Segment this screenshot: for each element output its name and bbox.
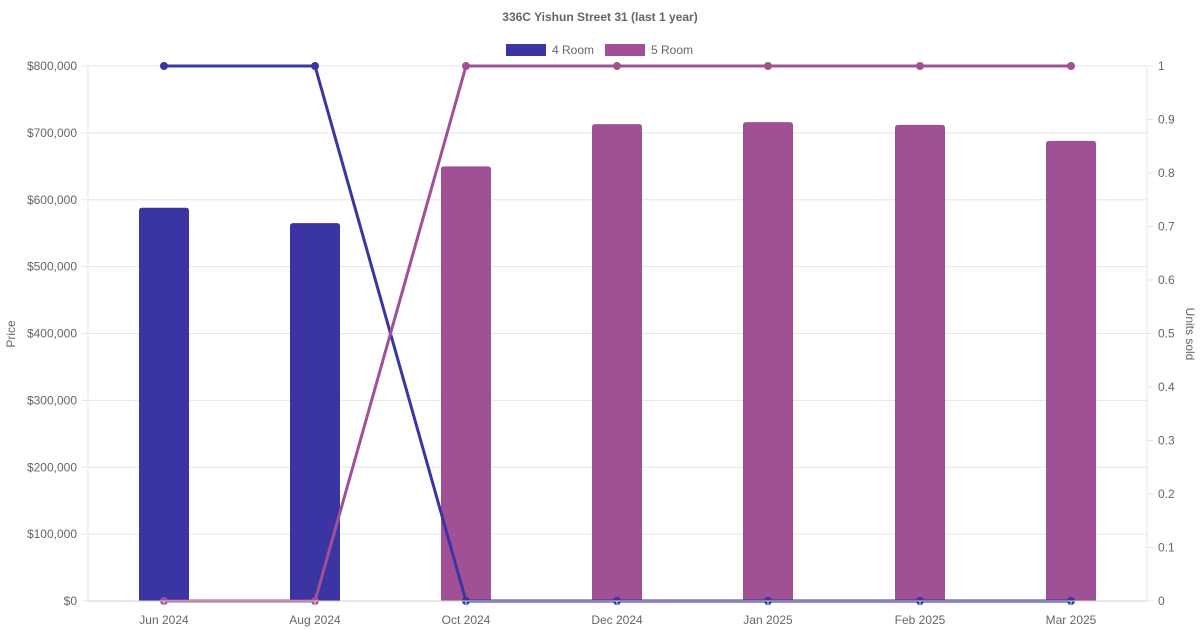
- y-left-tick-label: $100,000: [27, 527, 77, 541]
- point-4-room[interactable]: [160, 62, 168, 70]
- bar-5-room[interactable]: [895, 124, 945, 601]
- legend[interactable]: 4 Room 5 Room: [506, 43, 693, 57]
- bar-5-room[interactable]: [743, 122, 793, 602]
- y-right-tick-label: 0.3: [1158, 434, 1175, 448]
- y-left-tick-label: $400,000: [27, 327, 77, 341]
- x-tick-label: Jan 2025: [743, 613, 793, 627]
- y-left-tick-label: $200,000: [27, 460, 77, 474]
- x-tick-label: Dec 2024: [591, 613, 643, 627]
- x-tick-label: Oct 2024: [442, 613, 491, 627]
- chart-title: 336C Yishun Street 31 (last 1 year): [502, 10, 697, 24]
- left-axis: $0 $100,000 $200,000 $300,000 $400,000 $500,0…: [27, 59, 89, 608]
- y-right-tick-label: 0.8: [1158, 166, 1175, 180]
- y-right-tick-label: 0.6: [1158, 273, 1175, 287]
- legend-label: 5 Room: [651, 43, 693, 57]
- y-right-tick-label: 0: [1158, 594, 1165, 608]
- y-right-tick-label: 0.9: [1158, 113, 1175, 127]
- y-right-tick-label: 0.5: [1158, 327, 1175, 341]
- point-5-room[interactable]: [764, 62, 772, 70]
- y-left-tick-label: $0: [64, 594, 78, 608]
- y-right-tick-label: 1: [1158, 59, 1165, 73]
- x-tick-label: Jun 2024: [139, 613, 189, 627]
- point-5-room[interactable]: [462, 62, 470, 70]
- y-right-tick-label: 0.1: [1158, 541, 1175, 555]
- x-tick-label: Feb 2025: [895, 613, 946, 627]
- bar-5-room[interactable]: [441, 166, 491, 601]
- y-left-tick-label: $300,000: [27, 393, 77, 407]
- bar-5-room[interactable]: [1046, 140, 1096, 601]
- y-axis-left-title: Price: [4, 320, 18, 348]
- bar-5-room[interactable]: [592, 124, 642, 602]
- y-right-tick-label: 0.7: [1158, 220, 1175, 234]
- right-axis: 0 0.1 0.2 0.3 0.4 0.5 0.6 0.7 0.8 0.9 1: [1146, 59, 1175, 608]
- y-left-tick-label: $700,000: [27, 126, 77, 140]
- point-5-room[interactable]: [916, 62, 924, 70]
- bars: [139, 122, 1096, 602]
- point-5-room[interactable]: [613, 62, 621, 70]
- y-left-tick-label: $500,000: [27, 260, 77, 274]
- legend-item-5-room[interactable]: 5 Room: [605, 43, 693, 57]
- y-right-tick-label: 0.2: [1158, 487, 1175, 501]
- bar-4-room[interactable]: [139, 207, 189, 601]
- x-tick-label: Mar 2025: [1046, 613, 1097, 627]
- legend-swatch: [605, 44, 645, 56]
- point-4-room[interactable]: [311, 62, 319, 70]
- legend-label: 4 Room: [552, 43, 594, 57]
- legend-swatch: [506, 44, 546, 56]
- y-axis-right-title: Units sold: [1183, 308, 1197, 361]
- y-left-tick-label: $800,000: [27, 59, 77, 73]
- point-5-room[interactable]: [1067, 62, 1075, 70]
- y-left-tick-label: $600,000: [27, 193, 77, 207]
- x-tick-label: Aug 2024: [289, 613, 341, 627]
- y-right-tick-label: 0.4: [1158, 380, 1175, 394]
- legend-item-4-room[interactable]: 4 Room: [506, 43, 594, 57]
- bar-4-room[interactable]: [290, 223, 340, 601]
- x-axis: Jun 2024 Aug 2024 Oct 2024 Dec 2024 Jan 2025…: [88, 600, 1147, 627]
